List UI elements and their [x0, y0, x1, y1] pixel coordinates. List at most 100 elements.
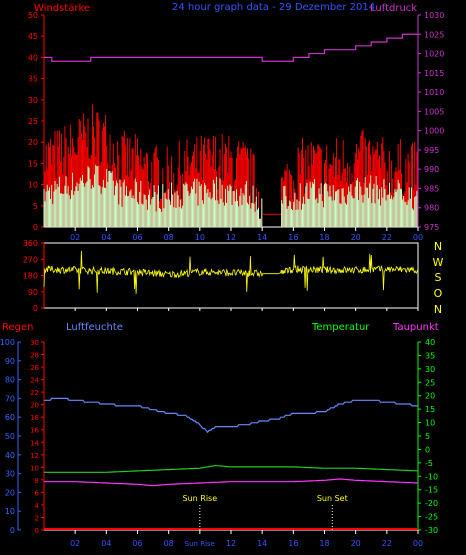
rain-y-tick-label: 22 [30, 389, 39, 397]
rain-y-tick-label: 10 [30, 464, 39, 472]
pressure-y-tick-label: 1010 [424, 88, 444, 97]
direction-trace [43, 250, 418, 294]
lower-x-tick-label: 20 [351, 539, 361, 548]
wind-label: Windstärke [34, 3, 90, 14]
wind-y-tick-label: 20 [28, 138, 38, 147]
temp-y-tick-label: 0 [425, 445, 430, 454]
humidity-y-tick-label: 90 [5, 357, 15, 366]
temp-y-tick-label: -10 [425, 472, 438, 481]
temp-y-tick-label: 20 [425, 392, 435, 401]
lower-x-tick-label: 04 [101, 539, 111, 548]
chart-title: 24 hour graph data - 29 Dezember 2014 [172, 2, 375, 13]
rain-y-tick-label: 18 [30, 414, 39, 422]
wind-y-tick-label: 45 [28, 32, 38, 41]
lower-x-tick-label: 16 [288, 539, 298, 548]
temp-y-tick-label: 30 [425, 365, 435, 374]
wind-x-tick-label: 02 [70, 233, 80, 242]
temp-y-tick-label: -20 [425, 499, 438, 508]
wind-y-tick-label: 50 [28, 11, 38, 20]
lower-x-tick-label: 18 [319, 539, 329, 548]
humidity-y-tick-label: 20 [5, 488, 15, 497]
temp-y-tick-label: -5 [425, 459, 433, 468]
pressure-y-tick-label: 1005 [424, 107, 444, 116]
compass-n: N [434, 240, 442, 253]
sunrise-label: Sun Rise [183, 494, 218, 503]
wind-y-tick-label: 35 [28, 75, 38, 84]
temp-y-tick-label: -30 [425, 526, 438, 535]
rain-y-tick-label: 28 [30, 352, 39, 360]
lower-x-tick-label: 00 [413, 539, 423, 548]
direction-y-tick-label: 270 [23, 255, 38, 264]
compass-s: S [435, 271, 442, 284]
rain-y-tick-label: 24 [30, 377, 39, 385]
pressure-y-tick-label: 1000 [424, 127, 444, 136]
direction-y-tick-label: 180 [23, 272, 38, 281]
wind-x-tick-label: 14 [257, 233, 267, 242]
wind-bars [43, 104, 418, 227]
humidity-y-tick-label: 60 [5, 413, 15, 422]
pressure-y-tick-label: 990 [424, 165, 439, 174]
dewpoint-line [44, 478, 419, 487]
wind-x-tick-label: 06 [132, 233, 142, 242]
wind-x-tick-label: 08 [164, 233, 174, 242]
rain-y-tick-label: 6 [35, 489, 40, 497]
rain-y-tick-label: 16 [30, 427, 39, 435]
temp-y-tick-label: 25 [425, 378, 435, 387]
direction-frame [43, 242, 419, 309]
humidity-y-tick-label: 0 [10, 526, 15, 535]
wind-x-tick-label: 12 [226, 233, 236, 242]
rain-y-tick-label: 0 [35, 527, 39, 535]
lower-x-tick-label: Sun Rise [185, 540, 215, 548]
wind-x-tick-label: 10 [195, 233, 205, 242]
humidity-y-tick-label: 50 [5, 432, 15, 441]
rain-y-tick-label: 20 [30, 402, 39, 410]
pressure-y-tick-label: 1020 [424, 50, 444, 59]
wind-y-tick-label: 10 [28, 181, 38, 190]
wind-x-tick-label: 20 [351, 233, 361, 242]
dewpoint-label: Taupunkt [392, 322, 439, 333]
rain-y-tick-label: 30 [30, 339, 39, 347]
rain-y-tick-label: 14 [30, 439, 39, 447]
lower-x-tick-label: 22 [382, 539, 392, 548]
temperature-label: Temperatur [311, 322, 370, 333]
rain-y-tick-label: 12 [30, 452, 39, 460]
direction-y-tick-label: 90 [28, 288, 38, 297]
rain-y-tick-label: 4 [35, 502, 40, 510]
compass-w: W [433, 256, 444, 269]
humidity-y-tick-label: 10 [5, 507, 15, 516]
wind-y-tick-label: 25 [28, 117, 38, 126]
wind-y-tick-label: 40 [28, 53, 38, 62]
rain-y-tick-label: 26 [30, 364, 39, 372]
wind-x-tick-label: 18 [319, 233, 329, 242]
wind-x-tick-label: 16 [288, 233, 298, 242]
lower-x-tick-label: 12 [226, 539, 236, 548]
humidity-y-tick-label: 80 [5, 376, 15, 385]
wind-x-tick-label: 22 [382, 233, 392, 242]
temp-y-tick-label: 15 [425, 405, 435, 414]
lower-x-tick-label: 06 [132, 539, 142, 548]
direction-y-tick-label: 0 [33, 304, 38, 313]
temp-y-tick-label: -25 [425, 513, 438, 522]
wind-y-tick-label: 0 [33, 223, 38, 232]
pressure-y-tick-label: 1015 [424, 69, 444, 78]
wind-y-tick-label: 30 [28, 96, 38, 105]
pressure-label: Luftdruck [370, 3, 417, 14]
lower-x-tick-label: 08 [164, 539, 174, 548]
humidity-y-tick-label: 100 [0, 338, 15, 347]
pressure-y-tick-label: 995 [424, 146, 439, 155]
rain-y-tick-label: 8 [35, 477, 39, 485]
humidity-y-tick-label: 30 [5, 470, 15, 479]
temp-y-tick-label: 35 [425, 351, 435, 360]
pressure-y-tick-label: 985 [424, 184, 439, 193]
compass-o: O [434, 287, 443, 300]
temp-y-tick-label: 10 [425, 419, 435, 428]
humidity-label: Luftfeuchte [66, 322, 123, 333]
humidity-y-tick-label: 40 [5, 451, 15, 460]
wind-x-tick-label: 00 [413, 233, 423, 242]
direction-y-tick-label: 360 [23, 239, 38, 248]
wind-y-tick-label: 15 [28, 159, 38, 168]
rain-y-tick-label: 2 [35, 514, 39, 522]
pressure-y-tick-label: 975 [424, 223, 439, 232]
temp-y-tick-label: 40 [425, 338, 435, 347]
